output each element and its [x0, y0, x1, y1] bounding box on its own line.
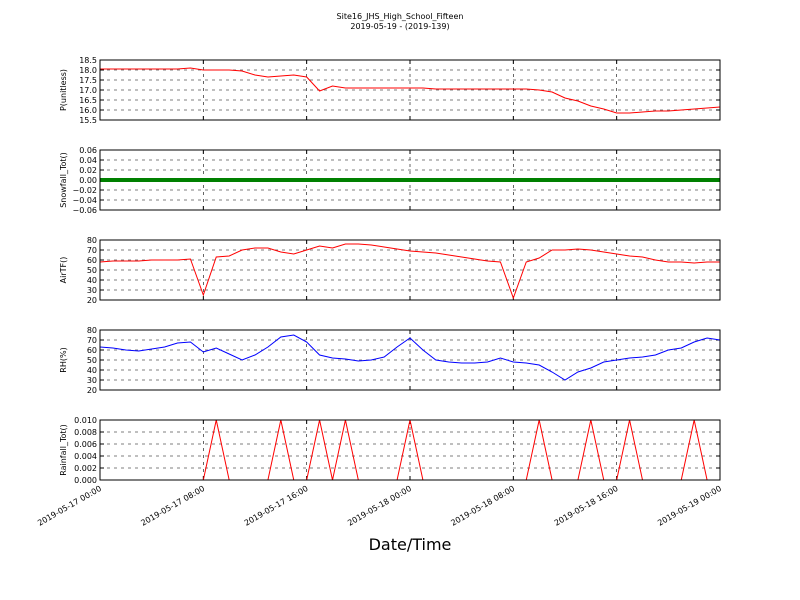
- y-tick-label: 20: [87, 296, 97, 305]
- y-tick-label: 30: [87, 376, 97, 385]
- chart-title: Site16_JHS_High_School_Fifteen: [337, 12, 464, 21]
- y-tick-label: 17.5: [79, 76, 97, 85]
- y-tick-label: 0.002: [74, 464, 97, 473]
- y-axis-label: Snowfall_Tot(): [59, 152, 68, 208]
- plot-frame: [99, 239, 721, 301]
- data-line: [99, 243, 720, 300]
- y-tick-label: 18.5: [79, 56, 97, 65]
- x-axis-label: Date/Time: [369, 535, 452, 554]
- y-tick-label: 80: [87, 236, 97, 245]
- y-tick-label: 70: [87, 246, 97, 255]
- y-tick-label: 80: [87, 326, 97, 335]
- y-tick-label: 70: [87, 336, 97, 345]
- y-tick-label: 50: [87, 266, 97, 275]
- y-tick-label: 30: [87, 286, 97, 295]
- y-tick-label: 60: [87, 256, 97, 265]
- y-axis-label: AirTF(): [59, 257, 68, 284]
- plot-frame: [99, 329, 721, 391]
- y-tick-label: 0.06: [79, 146, 97, 155]
- y-tick-label: 60: [87, 346, 97, 355]
- y-tick-label: 20: [87, 386, 97, 395]
- y-tick-label: 15.5: [79, 116, 97, 125]
- y-tick-label: 0.010: [74, 416, 97, 425]
- y-tick-label: 16.0: [79, 106, 97, 115]
- y-tick-label: 0.04: [79, 156, 97, 165]
- chart-subtitle: 2019-05-19 - (2019-139): [350, 22, 449, 31]
- data-line: [100, 67, 721, 114]
- y-tick-label: 17.0: [79, 86, 97, 95]
- y-tick-label: −0.06: [72, 206, 97, 215]
- y-tick-label: 50: [87, 356, 97, 365]
- y-axis-label: P(unitless): [59, 69, 68, 111]
- plot-frame: [99, 149, 721, 211]
- y-tick-label: 0.004: [74, 452, 97, 461]
- y-tick-label: −0.04: [72, 196, 97, 205]
- y-axis-label: Rainfall_Tot(): [59, 424, 68, 476]
- y-tick-label: 0.006: [74, 440, 97, 449]
- plot-frame: [99, 59, 721, 121]
- y-tick-label: 18.0: [79, 66, 97, 75]
- y-tick-label: 0.008: [74, 428, 97, 437]
- y-tick-label: 0.00: [79, 176, 97, 185]
- y-tick-label: 40: [87, 366, 97, 375]
- y-tick-label: 0.02: [79, 166, 97, 175]
- data-line: [99, 334, 721, 381]
- y-tick-label: −0.02: [72, 186, 97, 195]
- y-axis-label: RH(%): [59, 347, 68, 372]
- plot-frame: [99, 419, 721, 481]
- y-tick-label: 40: [87, 276, 97, 285]
- y-tick-label: 0.000: [74, 476, 97, 485]
- y-tick-label: 16.5: [79, 96, 97, 105]
